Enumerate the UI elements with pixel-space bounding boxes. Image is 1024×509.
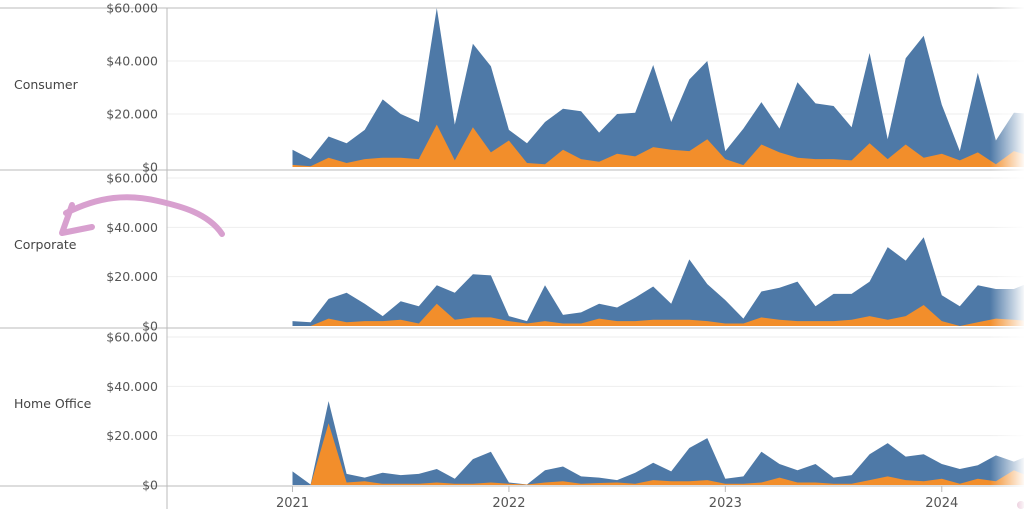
annotation-dot [1017,501,1024,509]
y-tick-label: $60.000 [106,1,158,16]
annotation-arrowhead [59,202,95,236]
area-layer [292,8,1024,485]
row-label-home-office: Home Office [14,396,92,411]
x-tick-label: 2024 [925,496,958,509]
y-tick-label: $60.000 [106,171,158,186]
y-tick-label: $40.000 [106,220,158,235]
y-tick-label: $20.000 [106,269,158,284]
x-tick-label: 2022 [492,496,525,509]
area-home-office-blue [292,401,1024,485]
row-label-consumer: Consumer [14,77,79,92]
area-consumer-orange [292,124,1024,167]
y-tick-label: $40.000 [106,54,158,69]
annotation-arrow-curve [63,194,225,237]
annotation-arrow [59,194,225,237]
y-tick-label: $0 [142,319,158,334]
axis-layer [0,7,1024,509]
x-tick-label: 2021 [276,496,309,509]
y-tick-label: $0 [142,478,158,493]
y-tick-label: $60.000 [106,330,158,345]
y-tick-label: $20.000 [106,107,158,122]
area-corporate-orange [292,303,1024,326]
row-label-corporate: Corporate [14,237,77,252]
x-tick-label: 2023 [709,496,742,509]
grid-layer [167,7,1024,437]
area-corporate-blue [292,237,1024,326]
y-tick-label: $0 [142,160,158,175]
area-consumer-blue [292,8,1024,167]
label-layer: $0 $20.000 $40.000 $60.000 Consumer $0 $20.000… [14,1,958,509]
y-tick-label: $40.000 [106,379,158,394]
y-tick-label: $20.000 [106,428,158,443]
